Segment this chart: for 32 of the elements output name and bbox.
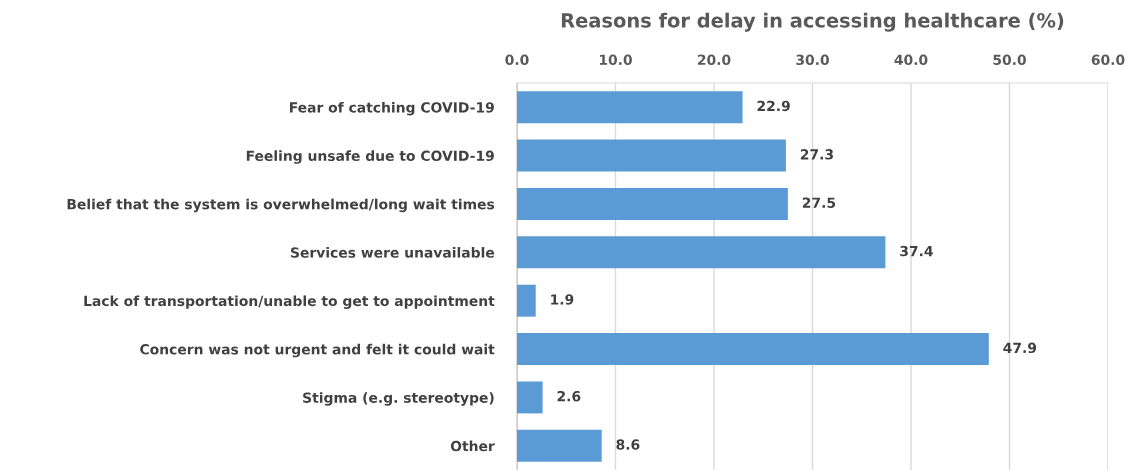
bar bbox=[517, 139, 786, 172]
y-tick-label: Lack of transportation/unable to get to appointment bbox=[84, 295, 495, 309]
x-tick-label: 30.0 bbox=[796, 54, 829, 66]
bar bbox=[517, 381, 543, 414]
x-tick-label: 0.0 bbox=[505, 54, 529, 66]
chart-title: Reasons for delay in accessing healthcare (%) bbox=[561, 12, 1064, 32]
data-label: 27.3 bbox=[800, 149, 833, 160]
x-tick-label: 20.0 bbox=[697, 54, 731, 66]
y-tick-label: Feeling unsafe due to COVID-19 bbox=[246, 150, 494, 164]
y-tick-label: Fear of catching COVID-19 bbox=[290, 101, 494, 116]
x-tick-label: 50.0 bbox=[993, 54, 1026, 66]
bar bbox=[517, 236, 886, 269]
y-tick-label: Belief that the system is overwhelmed/long wait times bbox=[67, 198, 495, 213]
bar bbox=[517, 333, 989, 366]
data-label: 1.9 bbox=[551, 294, 574, 305]
x-tick-label: 60.0 bbox=[1091, 54, 1125, 66]
data-label: 8.6 bbox=[616, 439, 640, 450]
x-tick-label: 10.0 bbox=[599, 54, 632, 66]
data-label: 37.4 bbox=[900, 245, 933, 257]
x-tick-label: 40.0 bbox=[894, 54, 928, 66]
data-label: 27.5 bbox=[802, 197, 836, 208]
data-label: 2.6 bbox=[557, 390, 581, 402]
data-label: 47.9 bbox=[1003, 342, 1037, 354]
bar bbox=[517, 187, 788, 220]
data-label: 22.9 bbox=[757, 100, 790, 112]
y-tick-label: Stigma (e.g. stereotype) bbox=[303, 392, 494, 406]
y-tick-label: Other bbox=[450, 440, 495, 452]
bar bbox=[517, 429, 602, 462]
y-tick-label: Concern was not urgent and felt it could wait bbox=[140, 343, 495, 358]
bar bbox=[517, 284, 536, 317]
bar bbox=[517, 91, 743, 124]
y-tick-label: Services were unavailable bbox=[290, 247, 495, 258]
